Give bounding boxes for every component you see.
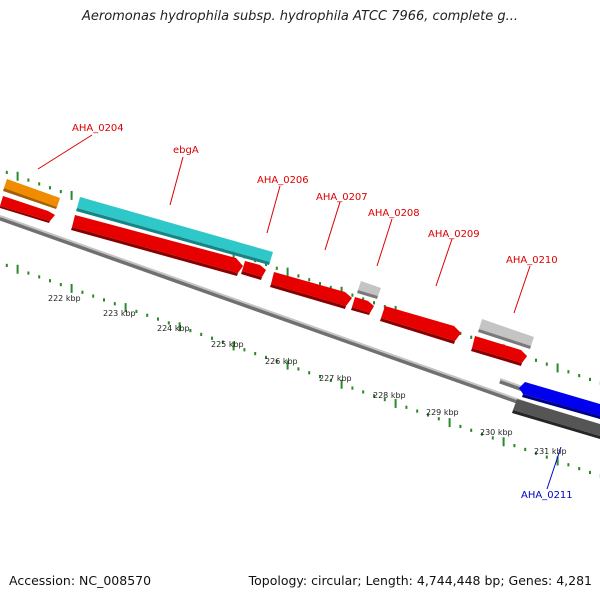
gene-feature-red-small[interactable] [241,261,266,280]
map-title: Aeromonas hydrophila subsp. hydrophila A… [81,9,519,24]
accession-text: Accession: NC_008570 [9,573,152,588]
kbp-label: 231 kbp [534,447,567,456]
gene-feature-grey-small[interactable] [357,281,381,299]
gene-label-AHA_0204[interactable]: AHA_0204 [72,123,124,134]
kbp-label: 224 kbp [157,324,190,333]
gene-feature-red-right[interactable] [471,336,527,366]
gene-label-AHA_0211[interactable]: AHA_0211 [521,490,573,501]
gene-feature-ebgA[interactable] [76,197,273,265]
gene-feature-red-long[interactable] [71,215,243,276]
gene-feature-grey-AHA_0210[interactable] [478,319,534,349]
kbp-label: 226 kbp [265,357,298,366]
gene-feature-orange[interactable] [3,179,60,209]
gene-label-AHA_0210[interactable]: AHA_0210 [506,255,558,266]
gene-labels: AHA_0204 ebgA AHA_0206 AHA_0207 AHA_0208… [72,123,573,501]
gene-label-ebgA[interactable]: ebgA [173,145,199,156]
leader-lines [37,134,562,490]
lower-tick-row [5,263,600,478]
kbp-label: 225 kbp [211,340,244,349]
kbp-label: 227 kbp [319,374,352,383]
gene-label-AHA_0208[interactable]: AHA_0208 [368,208,420,219]
gene-feature-AHA_0206[interactable] [270,272,352,309]
genome-backbone [0,215,600,434]
gene-feature-AHA_0209[interactable] [380,306,461,344]
kbp-tick-labels: 222 kbp 223 kbp 224 kbp 225 kbp 226 kbp … [48,294,567,456]
gene-feature-AHA_0211[interactable] [519,382,600,419]
genome-stats-text: Topology: circular; Length: 4,744,448 bp… [248,573,592,588]
gene-feature-red-small-2[interactable] [351,297,374,315]
kbp-label: 229 kbp [426,408,459,417]
gene-label-AHA_0207[interactable]: AHA_0207 [316,192,368,203]
gene-feature-red-left[interactable] [0,196,55,223]
gene-label-AHA_0206[interactable]: AHA_0206 [257,175,309,186]
gene-label-AHA_0209[interactable]: AHA_0209 [428,229,480,240]
gene-features [0,179,600,439]
gene-feature-dark[interactable] [512,399,600,439]
kbp-label: 230 kbp [480,428,513,437]
kbp-label: 223 kbp [103,309,136,318]
kbp-label: 222 kbp [48,294,81,303]
kbp-label: 228 kbp [373,391,406,400]
